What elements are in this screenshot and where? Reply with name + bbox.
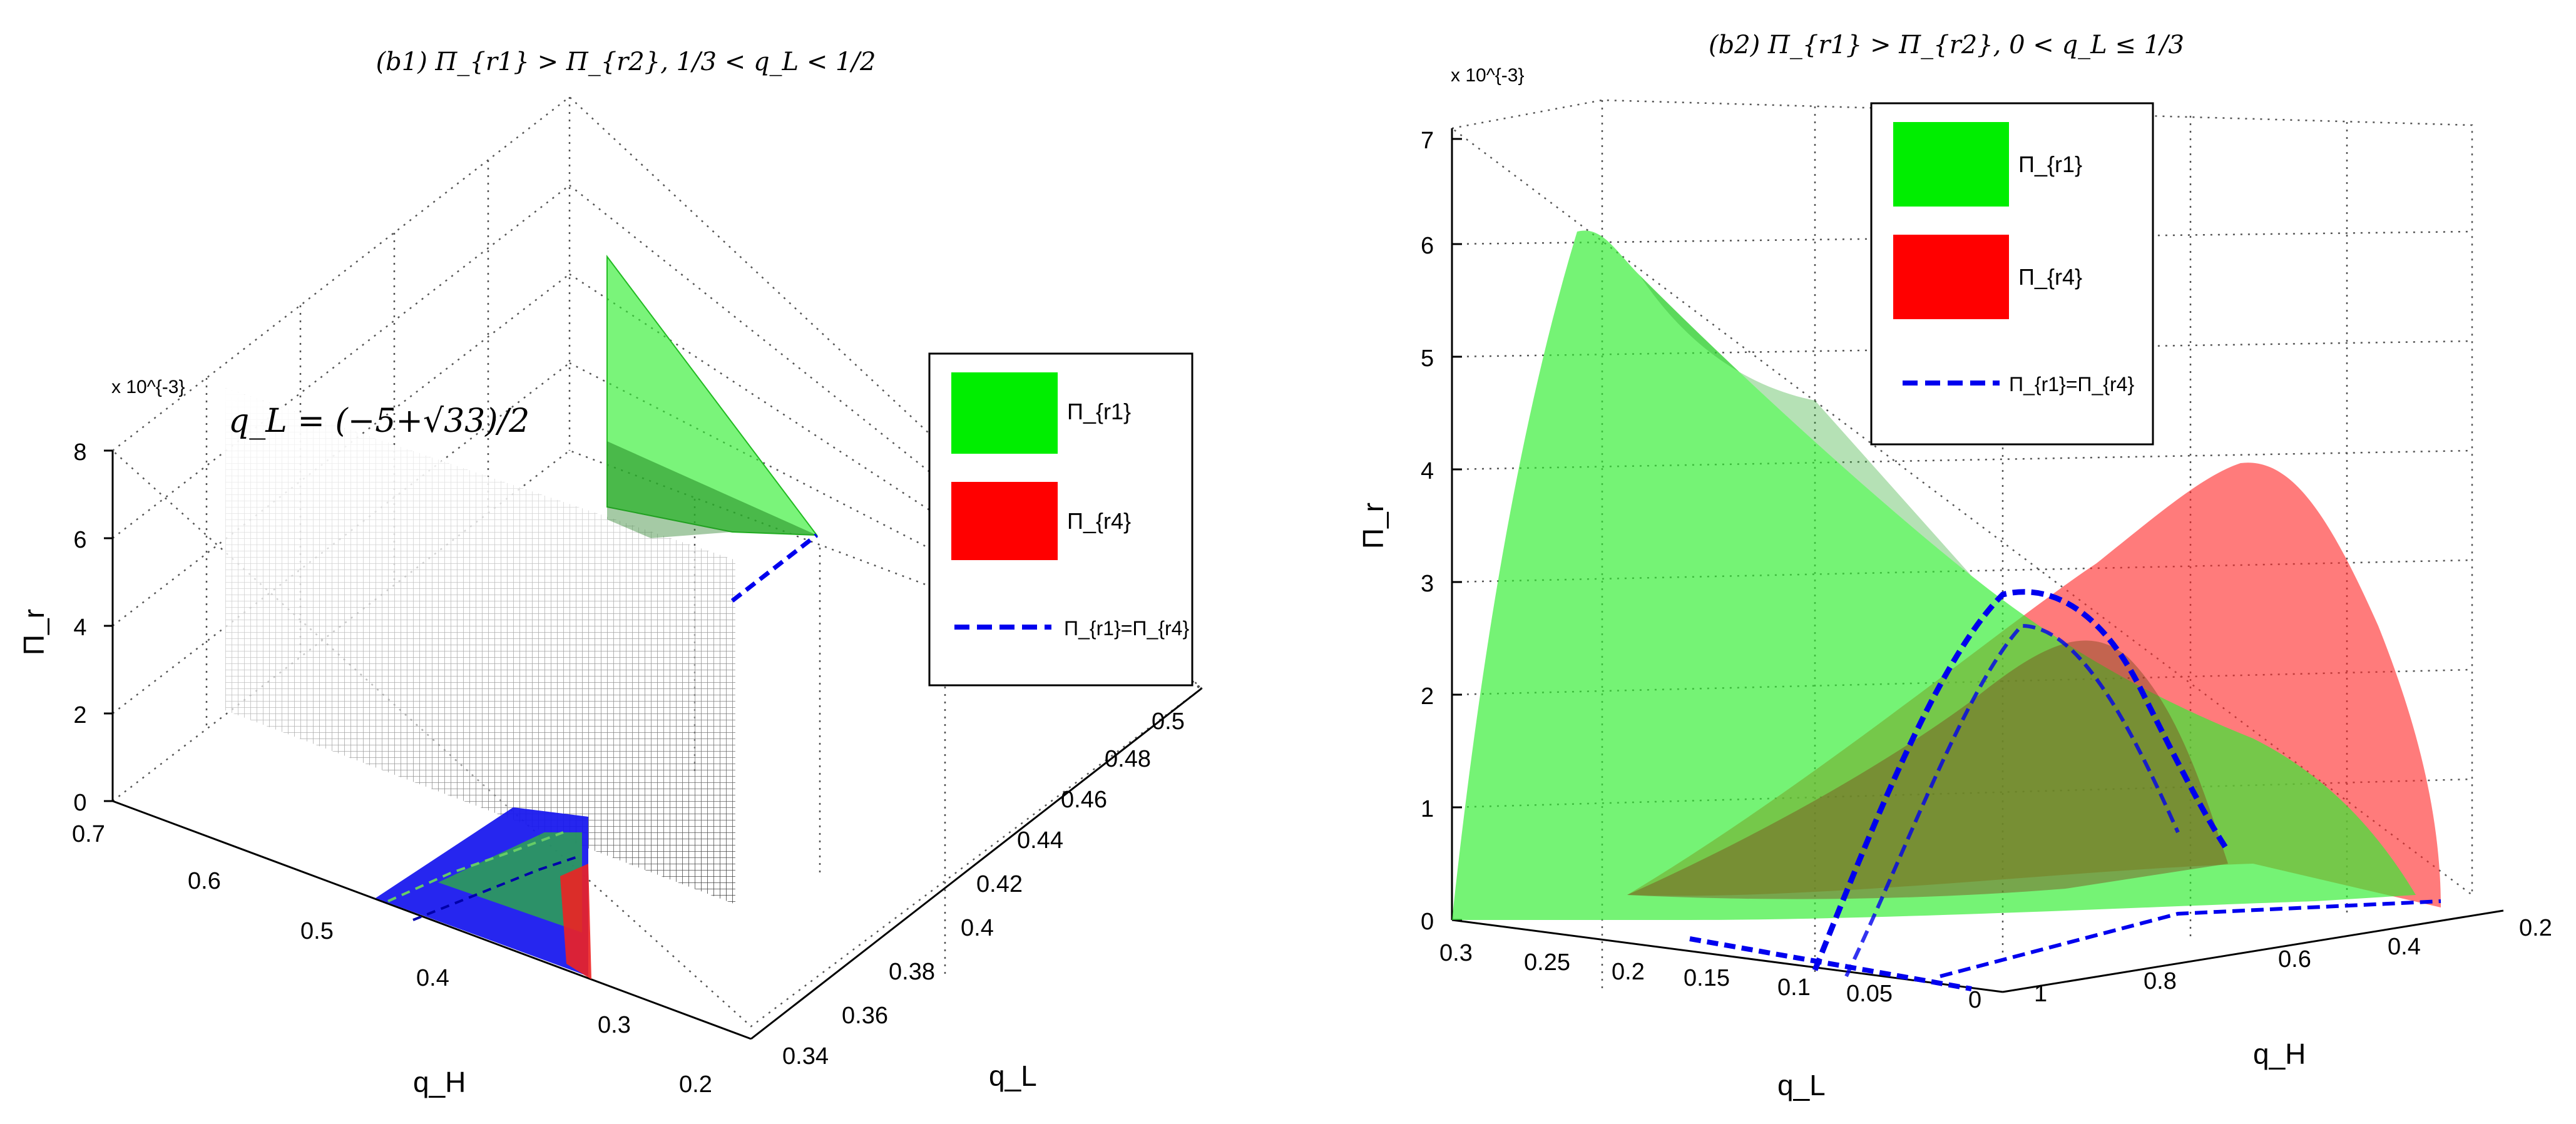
b2-y-label: q_L: [1777, 1069, 1826, 1101]
b1-ql-tick-8: 0.5: [1152, 708, 1185, 735]
chart-b2-axes: [1451, 128, 2504, 993]
b1-z-tick-3: 6: [73, 527, 86, 553]
b1-qh-tick-3: 0.4: [416, 965, 449, 991]
b2-z-label: Π_r: [1357, 503, 1389, 549]
b2-legend: Π_{r1} Π_{r4} Π_{r1}=Π_{r4}: [1870, 102, 2154, 446]
b1-qh-tick-0: 0.7: [72, 821, 105, 847]
b1-legend: Π_{r1} Π_{r4} Π_{r1}=Π_{r4}: [928, 352, 1193, 687]
b1-qh-tick-2: 0.5: [300, 918, 334, 944]
b2-legend-swatch-pi-r1: [1893, 122, 2009, 207]
b2-z-tick-4: 4: [1421, 458, 1434, 484]
b2-series-intersection: [1689, 589, 2441, 991]
b1-x-label: q_H: [413, 1066, 466, 1098]
b2-legend-label-pi-r1: Π_{r1}: [2018, 151, 2082, 177]
b2-legend-label-intersection: Π_{r1}=Π_{r4}: [2009, 373, 2134, 396]
chart-b1-z-ticks: 0 2 4 6 8 x 10^{-3} Π_r: [18, 377, 185, 816]
b2-z-tick-5: 5: [1421, 345, 1434, 372]
b1-z-tick-0: 0: [73, 790, 86, 816]
b1-annotation: q_L = (−5+√33)/2: [228, 402, 529, 440]
b1-series-intersection: [730, 533, 819, 603]
chart-b2-ql-ticks: 0.3 0.25 0.2 0.15 0.1 0.05 0 q_L: [1439, 940, 1981, 1101]
b1-ql-tick-0: 0.34: [782, 1043, 829, 1070]
b1-ql-tick-7: 0.48: [1105, 746, 1151, 772]
b2-ql-tick-1: 0.25: [1524, 949, 1570, 976]
b1-qh-tick-5: 0.2: [679, 1071, 712, 1098]
b2-legend-swatch-pi-r4: [1893, 235, 2009, 319]
b2-z-tick-3: 3: [1421, 571, 1434, 597]
chart-b1-ql-ticks: 0.34 0.36 0.38 0.4 0.42 0.44 0.46 0.48 0…: [782, 708, 1185, 1092]
b2-legend-label-pi-r4: Π_{r4}: [2018, 264, 2082, 290]
b2-z-tick-0: 0: [1421, 909, 1434, 935]
b2-qh-tick-3: 0.4: [2388, 934, 2421, 960]
b1-legend-swatch-pi-r1: [951, 372, 1058, 454]
b2-z-tick-7: 7: [1421, 128, 1434, 154]
b1-z-tick-4: 8: [73, 439, 86, 466]
b2-z-tick-1: 1: [1421, 796, 1434, 822]
b1-ql-tick-1: 0.36: [842, 1003, 888, 1029]
b2-ql-tick-4: 0.1: [1777, 974, 1811, 1001]
b1-ql-tick-3: 0.4: [961, 915, 994, 941]
chart-b2: (b2) Π_{r1} > Π_{r2}, 0 < q_L ≤ 1/3: [1357, 31, 2552, 1101]
b2-z-tick-2: 2: [1421, 683, 1434, 710]
b1-ql-tick-5: 0.44: [1017, 827, 1063, 854]
b1-legend-label-intersection: Π_{r1}=Π_{r4}: [1064, 617, 1189, 640]
b2-ql-tick-2: 0.2: [1612, 959, 1645, 985]
b1-z-tick-1: 2: [73, 702, 86, 728]
b2-qh-tick-0: 1: [2034, 981, 2047, 1007]
chart-b2-z-ticks: 0 1 2 3 4 5 6 7 x 10^{-3} Π_r: [1357, 65, 1525, 935]
chart-b2-qh-ticks: 1 0.8 0.6 0.4 0.2 q_H: [2034, 915, 2552, 1070]
chart-b1-qh-ticks: 0.7 0.6 0.5 0.4 0.3 0.2 q_H: [72, 821, 712, 1098]
b1-z-tick-2: 4: [73, 615, 86, 641]
b1-y-label: q_L: [989, 1060, 1037, 1092]
b1-series-pi-r1: [606, 255, 819, 538]
b1-base-region: [376, 807, 591, 979]
b2-z-exponent: x 10^{-3}: [1451, 65, 1525, 86]
b2-ql-tick-0: 0.3: [1439, 940, 1473, 966]
b1-legend-label-pi-r1: Π_{r1}: [1067, 399, 1131, 424]
b1-mesh-plane: [225, 388, 735, 904]
b2-ql-tick-5: 0.05: [1846, 981, 1893, 1007]
b1-z-label: Π_r: [18, 609, 50, 655]
b1-z-exponent: x 10^{-3}: [111, 377, 185, 397]
b1-ql-tick-6: 0.46: [1061, 787, 1107, 813]
b1-ql-tick-4: 0.42: [976, 871, 1023, 897]
b2-qh-tick-2: 0.6: [2278, 946, 2311, 973]
b2-x-label: q_H: [2253, 1038, 2306, 1070]
chart-b1: (b1) Π_{r1} > Π_{r2}, 1/3 < q_L < 1/2: [18, 48, 1203, 1098]
b1-legend-label-pi-r4: Π_{r4}: [1067, 508, 1131, 534]
b2-qh-tick-4: 0.2: [2519, 915, 2552, 941]
b2-ql-tick-3: 0.15: [1684, 965, 1730, 991]
b1-qh-tick-4: 0.3: [598, 1012, 631, 1038]
b1-legend-swatch-pi-r4: [951, 482, 1058, 560]
b1-ql-tick-2: 0.38: [889, 959, 935, 985]
b2-z-tick-6: 6: [1421, 233, 1434, 259]
b2-ql-tick-6: 0: [1968, 987, 1981, 1013]
b2-series-pi-r1: [1452, 230, 2416, 921]
chart-b2-title: (b2) Π_{r1} > Π_{r2}, 0 < q_L ≤ 1/3: [1709, 31, 2184, 59]
b2-qh-tick-1: 0.8: [2144, 968, 2177, 994]
chart-b1-title: (b1) Π_{r1} > Π_{r2}, 1/3 < q_L < 1/2: [376, 48, 876, 76]
b1-qh-tick-1: 0.6: [188, 868, 221, 894]
